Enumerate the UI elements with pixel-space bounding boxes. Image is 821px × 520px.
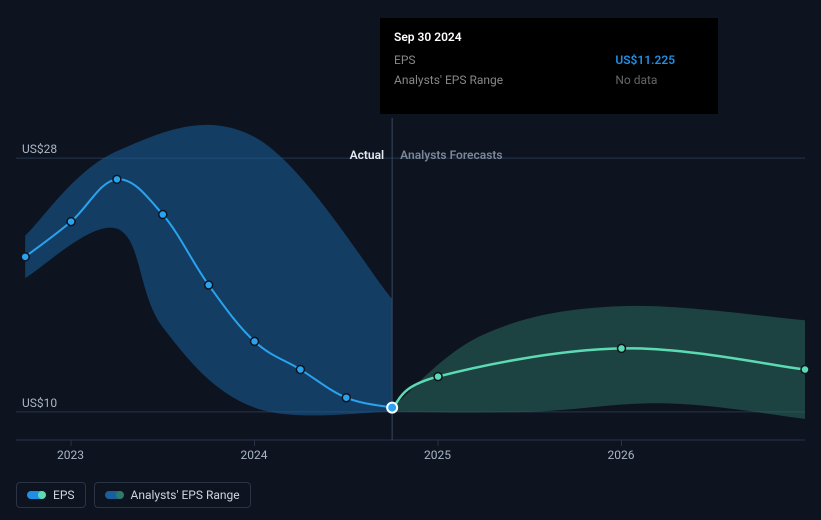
range-forecast-area [392, 306, 805, 419]
legend-item[interactable]: EPS [16, 482, 86, 508]
tooltip-row-label: Analysts' EPS Range [394, 70, 615, 90]
eps-forecast-chart: { "chart": { "type": "line+area", "width… [0, 0, 821, 520]
x-axis-label: 2026 [608, 448, 635, 462]
y-axis-label: US$10 [22, 396, 57, 410]
region-label-actual: Actual [350, 148, 385, 162]
eps-actual-marker [205, 281, 213, 289]
eps-forecast-marker [801, 366, 809, 374]
range-actual-area [25, 125, 392, 416]
hover-marker [387, 403, 397, 413]
legend-label: EPS [53, 488, 75, 502]
y-axis-label: US$28 [22, 142, 57, 156]
tooltip-table: EPSUS$11.225Analysts' EPS RangeNo data [394, 50, 704, 90]
legend-label: Analysts' EPS Range [131, 488, 240, 502]
x-axis-label: 2025 [424, 448, 451, 462]
tooltip-row-value: No data [615, 70, 704, 90]
x-axis-label: 2023 [57, 448, 84, 462]
eps-forecast-marker [434, 373, 442, 381]
tooltip-row-value: US$11.225 [615, 50, 704, 70]
legend-swatch [27, 491, 45, 499]
eps-actual-marker [113, 175, 121, 183]
eps-actual-marker [342, 394, 350, 402]
legend-swatch [105, 491, 123, 499]
tooltip-row: Analysts' EPS RangeNo data [394, 70, 704, 90]
eps-actual-marker [159, 211, 167, 219]
legend-item[interactable]: Analysts' EPS Range [94, 482, 251, 508]
x-axis-label: 2024 [241, 448, 268, 462]
tooltip-row-label: EPS [394, 50, 615, 70]
chart-legend: EPS Analysts' EPS Range [16, 482, 251, 508]
eps-actual-marker [67, 218, 75, 226]
chart-tooltip: Sep 30 2024 EPSUS$11.225Analysts' EPS Ra… [380, 18, 718, 114]
region-label-forecast: Analysts Forecasts [400, 148, 502, 162]
eps-actual-marker [21, 253, 29, 261]
eps-actual-marker [296, 366, 304, 374]
eps-forecast-marker [618, 344, 626, 352]
eps-actual-marker [251, 337, 259, 345]
tooltip-date: Sep 30 2024 [394, 28, 704, 46]
tooltip-row: EPSUS$11.225 [394, 50, 704, 70]
